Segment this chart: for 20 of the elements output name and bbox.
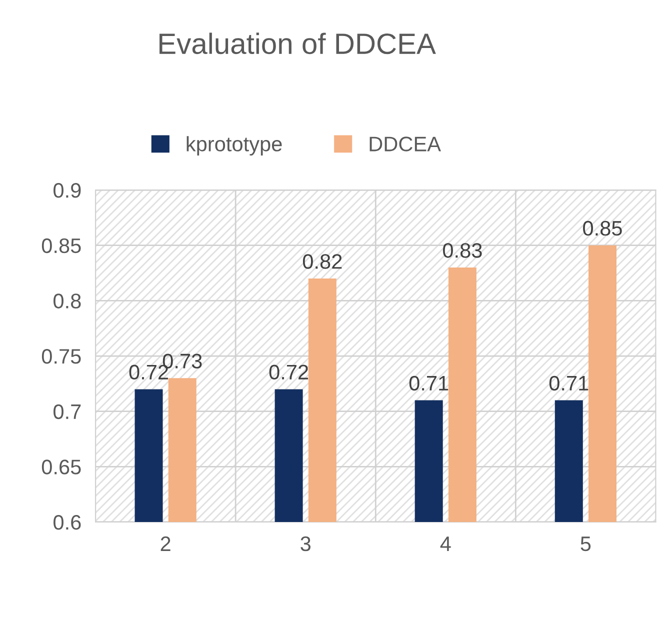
data-label: 0.82: [302, 254, 342, 269]
legend-label: kprototype: [186, 136, 282, 156]
y-tick-label: 0.8: [54, 294, 81, 308]
data-label: 0.85: [583, 220, 622, 236]
data-label: 0.72: [269, 364, 308, 380]
x-tick-label: 5: [580, 536, 591, 552]
y-tick-label: 0.6: [54, 514, 81, 530]
x-tick-label: 4: [440, 536, 451, 551]
data-label: 0.71: [409, 376, 448, 391]
data-label: 0.71: [549, 376, 588, 391]
chart-title: Evaluation of DDCEA: [160, 32, 436, 54]
y-tick-label: 0.65: [42, 460, 81, 474]
x-tick-label: 3: [300, 536, 310, 552]
y-tick-label: 0.9: [54, 183, 81, 198]
x-tick-label: 2: [160, 536, 170, 551]
y-tick-label: 0.85: [42, 238, 81, 254]
legend-label: DDCEA: [370, 136, 441, 152]
y-tick-label: 0.75: [42, 349, 81, 364]
data-label: 0.83: [442, 243, 482, 258]
y-tick-label: 0.7: [54, 404, 81, 420]
